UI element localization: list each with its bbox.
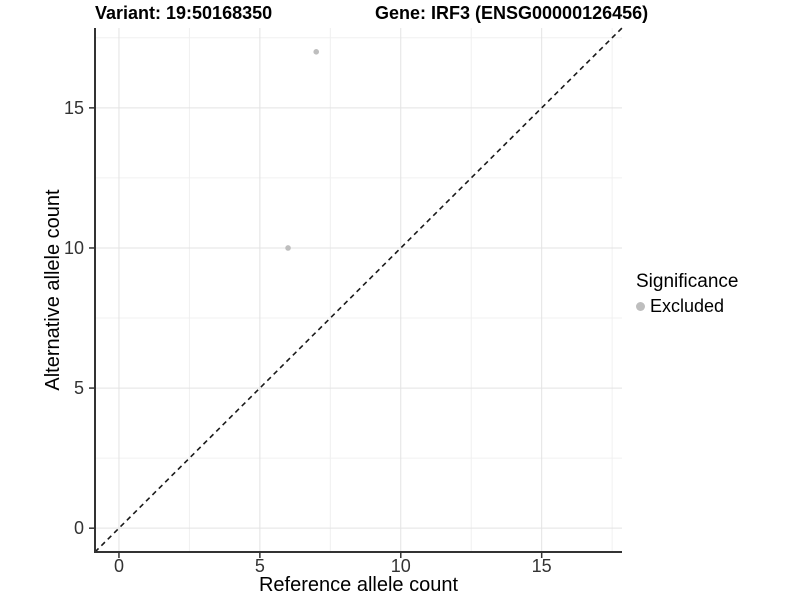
legend-item-excluded: Excluded [636,296,738,317]
y-tick-label: 0 [74,518,84,538]
x-tick-label: 15 [532,556,552,576]
data-point [313,49,320,55]
legend-title: Significance [636,271,739,292]
y-tick-label: 5 [74,378,84,398]
y-tick-label: 15 [64,98,84,118]
identity-line [94,27,623,553]
legend-point-icon [636,302,645,311]
x-tick-label: 5 [255,556,265,576]
x-axis-title: Reference allele count [258,574,458,596]
plot-title-variant: Variant: 19:50168350 [95,3,273,23]
y-axis-title: Alternative allele count [42,189,64,391]
plot-title-gene: Gene: IRF3 (ENSG00000126456) [375,3,649,23]
y-tick-label: 10 [64,238,84,258]
legend-item-label: Excluded [650,296,725,316]
data-point [285,245,291,251]
legend: Significance Excluded [636,271,738,317]
x-tick-label: 0 [114,556,124,576]
x-tick-label: 10 [391,556,411,576]
